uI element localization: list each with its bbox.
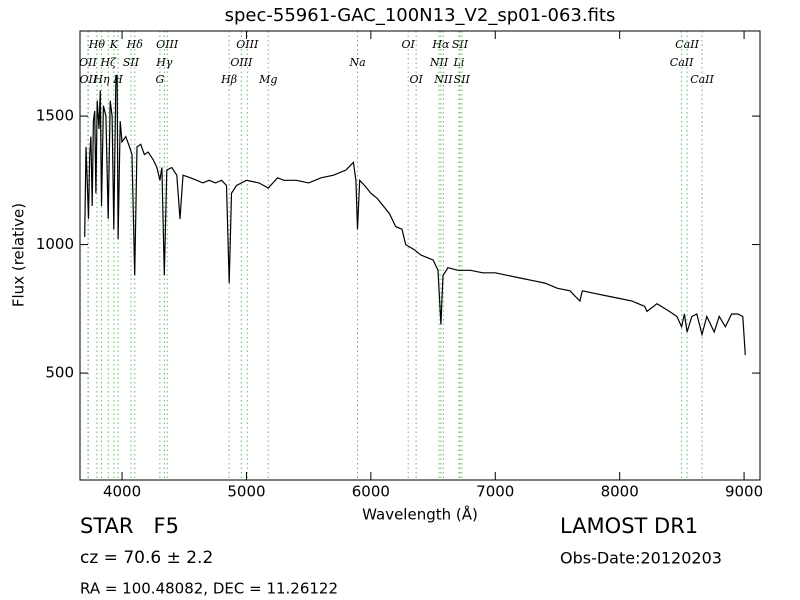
spectral-line-label: K: [109, 38, 119, 51]
spectral-line-label: SII: [452, 38, 469, 51]
spectral-line-label: OI: [409, 73, 423, 86]
spectral-line-label: NII: [429, 56, 449, 69]
spectral-line-label: G: [155, 73, 164, 86]
spectral-line-label: OIII: [156, 38, 179, 51]
x-tick-label: 8000: [601, 483, 639, 501]
y-tick-label: 1000: [36, 235, 74, 253]
spectrum: [84, 74, 746, 356]
spectral-line-label: Hβ: [220, 73, 237, 86]
x-tick-label: 7000: [476, 483, 514, 501]
x-tick-label: 9000: [725, 483, 763, 501]
spectral-line-label: H: [112, 73, 123, 86]
spectral-line-label: NII: [433, 73, 453, 86]
obs-date: Obs-Date:20120203: [560, 549, 722, 568]
spectral-line-label: Li: [453, 56, 465, 69]
object-class: STAR F5: [80, 514, 179, 538]
spectral-line-label: Hθ: [88, 38, 106, 51]
redshift: cz = 70.6 ± 2.2: [80, 548, 213, 568]
spectral-line-label: OIII: [236, 38, 259, 51]
chart-title: spec-55961-GAC_100N13_V2_sp01-063.fits: [225, 5, 616, 26]
x-tick-label: 4000: [103, 483, 141, 501]
survey: LAMOST DR1: [560, 514, 698, 538]
y-axis-label: Flux (relative): [10, 203, 28, 307]
spectral-line-label: Na: [348, 56, 365, 69]
spectral-line-label: OIII: [230, 56, 253, 69]
spectral-line-label: Mg: [258, 73, 277, 86]
coordinates: RA = 100.48082, DEC = 11.26122: [80, 580, 338, 598]
spectral-line-label: Hη: [92, 73, 110, 86]
spectral-line-label: OII: [79, 73, 97, 86]
spectral-line-label: SII: [123, 56, 140, 69]
plot-frame: [79, 30, 761, 481]
spectral-line-label: CaII: [690, 73, 714, 86]
spectral-line-label: Hζ: [99, 56, 117, 69]
spectral-line-label: Hα: [431, 38, 450, 51]
spectral-line-label: Hγ: [155, 56, 173, 69]
spectral-line-label: CaII: [670, 56, 694, 69]
x-axis-label: Wavelength (Å): [362, 505, 478, 524]
spectral-line-label: OI: [401, 38, 415, 51]
spectral-line-label: CaII: [675, 38, 699, 51]
y-tick-label: 500: [45, 364, 74, 382]
y-tick-label: 1500: [36, 107, 74, 125]
x-tick-label: 6000: [352, 483, 390, 501]
x-tick-label: 5000: [227, 483, 265, 501]
spectral-line-label: SII: [454, 73, 471, 86]
spectral-line-label: Hδ: [126, 38, 144, 51]
